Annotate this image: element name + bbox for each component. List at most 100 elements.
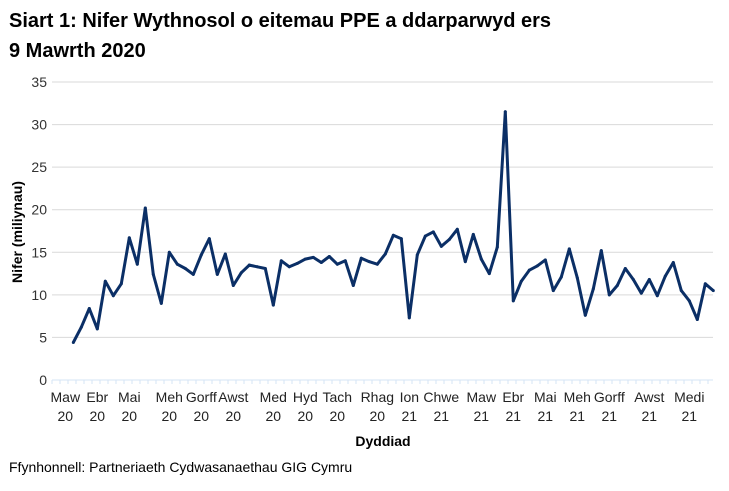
data-point: [527, 268, 531, 272]
x-tick-label: 21: [434, 408, 450, 424]
data-point: [215, 272, 219, 276]
y-tick-label: 10: [31, 287, 47, 303]
data-point: [415, 253, 419, 257]
data-point: [151, 272, 155, 276]
data-point: [519, 279, 523, 283]
chart-title-line-1: Siart 1: Nifer Wythnosol o eitemau PPE a…: [9, 10, 552, 32]
data-point: [375, 262, 379, 266]
x-tick-label: Med: [260, 389, 287, 405]
data-point: [159, 301, 163, 305]
data-point: [295, 261, 299, 265]
x-tick-label: Chwe: [423, 389, 459, 405]
data-point: [551, 289, 555, 293]
x-tick-label: Awst: [218, 389, 248, 405]
x-tick-label: Hyd: [293, 389, 318, 405]
x-tick-label: 21: [570, 408, 586, 424]
y-tick-label: 15: [31, 244, 47, 260]
x-tick-label: Mai: [534, 389, 557, 405]
x-tick-label: 20: [298, 408, 314, 424]
data-point: [71, 341, 75, 345]
x-tick-label: 20: [370, 408, 386, 424]
data-point: [487, 272, 491, 276]
data-point: [359, 256, 363, 260]
data-point: [495, 245, 499, 249]
x-tick-label: 21: [538, 408, 554, 424]
data-point: [399, 237, 403, 241]
x-tick-label: 21: [474, 408, 490, 424]
x-tick-label: Tach: [323, 389, 353, 405]
data-point: [447, 238, 451, 242]
data-point: [231, 283, 235, 287]
x-tick-label: Gorff: [186, 389, 217, 405]
data-point: [303, 257, 307, 261]
data-point: [111, 294, 115, 298]
y-tick-label: 30: [31, 117, 47, 133]
x-tick-label: Ebr: [502, 389, 524, 405]
data-point: [703, 282, 707, 286]
data-point: [327, 255, 331, 259]
data-point: [127, 236, 131, 240]
x-tick-label: Medi: [674, 389, 704, 405]
data-point: [687, 299, 691, 303]
data-point: [167, 250, 171, 254]
x-tick-label: Rhag: [361, 389, 394, 405]
y-tick-label: 35: [31, 74, 47, 90]
data-point: [535, 264, 539, 268]
data-point: [103, 279, 107, 283]
data-point: [423, 234, 427, 238]
x-tick-label: Ebr: [86, 389, 108, 405]
source-note: Ffynhonnell: Partneriaeth Cydwasanaethau…: [9, 459, 353, 475]
data-point: [367, 260, 371, 264]
data-point: [95, 327, 99, 331]
x-tick-label: 21: [642, 408, 658, 424]
y-axis-title: Nifer (miliynau): [9, 181, 25, 283]
data-point: [567, 247, 571, 251]
data-point: [191, 272, 195, 276]
data-point: [599, 249, 603, 253]
data-point: [271, 303, 275, 307]
data-point: [591, 287, 595, 291]
series-line-path: [71, 110, 715, 344]
data-point: [383, 252, 387, 256]
y-tick-label: 0: [39, 372, 47, 388]
data-point: [175, 262, 179, 266]
data-point: [391, 233, 395, 237]
data-point: [335, 262, 339, 266]
data-point: [143, 206, 147, 210]
x-tick-label: 20: [194, 408, 210, 424]
data-point: [647, 278, 651, 282]
chart-title: Siart 1: Nifer Wythnosol o eitemau PPE a…: [9, 6, 724, 66]
data-point: [639, 291, 643, 295]
data-point: [119, 282, 123, 286]
data-point: [695, 318, 699, 322]
y-tick-label: 25: [31, 159, 47, 175]
y-tick-label: 5: [39, 329, 47, 345]
data-point: [407, 316, 411, 320]
data-point: [87, 306, 91, 310]
x-tick-label: 21: [682, 408, 698, 424]
data-point: [431, 230, 435, 234]
x-tick-label: Mai: [118, 389, 141, 405]
data-point: [79, 325, 83, 329]
data-point: [455, 227, 459, 231]
data-point: [311, 255, 315, 259]
data-point: [711, 289, 715, 293]
x-tick-label: 20: [226, 408, 242, 424]
data-point: [679, 289, 683, 293]
data-point: [263, 266, 267, 270]
data-point: [239, 271, 243, 275]
x-tick-label: Maw: [51, 389, 81, 405]
x-tick-label: 21: [402, 408, 418, 424]
data-point: [207, 237, 211, 241]
x-tick-label: Meh: [564, 389, 591, 405]
x-axis-title: Dyddiad: [355, 433, 410, 449]
x-tick-label: 20: [122, 408, 138, 424]
x-axis-ticks: Maw 20 Ebr 20 Mai 20 Meh 20 Gorff 20 Awst 20 Med 20 Hy…: [51, 389, 705, 424]
data-point: [615, 283, 619, 287]
x-tick-label: Ion: [400, 389, 419, 405]
x-tick-label: Maw: [467, 389, 497, 405]
data-point: [575, 276, 579, 280]
chart-title-line-2: 9 Mawrth 2020: [9, 40, 146, 62]
x-tick-label: 21: [602, 408, 618, 424]
data-point: [631, 278, 635, 282]
